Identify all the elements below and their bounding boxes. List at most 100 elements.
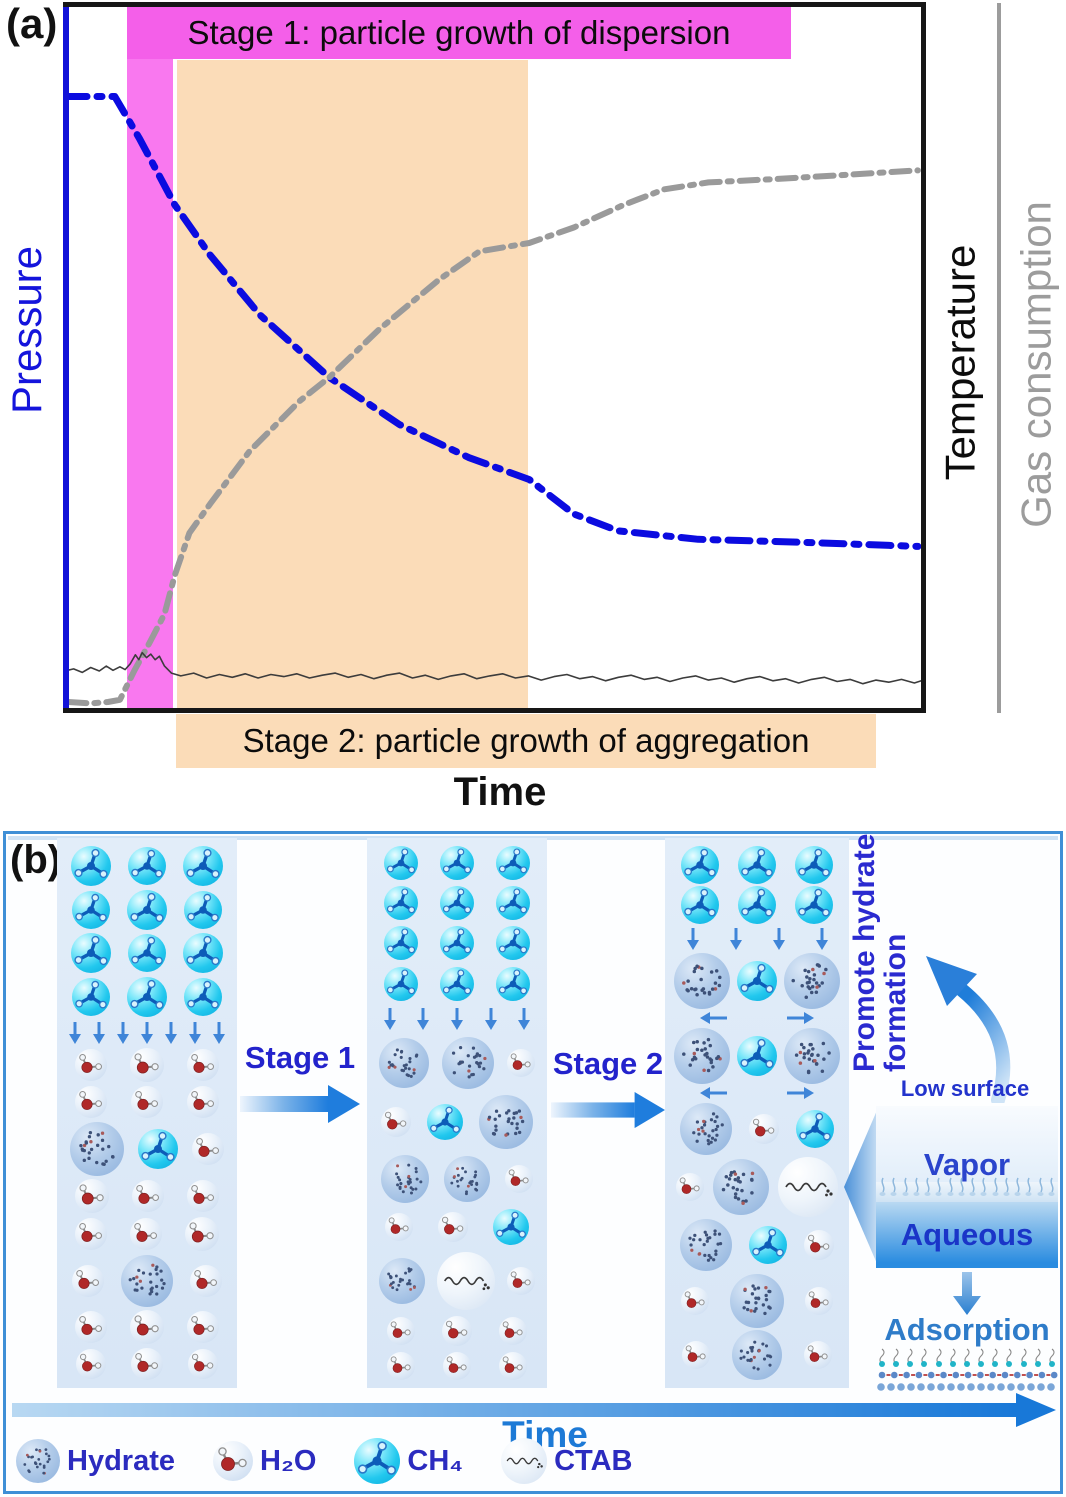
water-bubble (387, 1351, 415, 1380)
water-bubble (187, 1085, 219, 1118)
methane-bubble (496, 886, 530, 921)
molecule-row (671, 1011, 843, 1025)
stage1-arrow-label: Stage 1 (244, 1040, 356, 1075)
water-bubble (381, 1107, 411, 1138)
molecule-column-stage2 (665, 838, 849, 1388)
molecule-row (373, 846, 541, 880)
methane-bubble (71, 890, 110, 929)
surfactant-icon (878, 1177, 887, 1202)
surfactant-icon (1003, 1348, 1015, 1368)
left-arrow-icon (844, 1108, 878, 1266)
methane-bubble (184, 977, 223, 1016)
surfactant-icon (1024, 1177, 1033, 1202)
methane-bubble (182, 846, 223, 886)
water-bubble (75, 1348, 106, 1379)
molecule-row (671, 1102, 843, 1155)
water-bubble (443, 1351, 471, 1380)
surfactant-icon (912, 1177, 921, 1202)
gas-axis-line (997, 3, 1001, 713)
methane-bubble (440, 846, 474, 880)
hydrate-bubble (783, 1027, 840, 1084)
ctab-bubble (437, 1251, 495, 1310)
surfactant-icon (876, 1348, 888, 1368)
molecule-row (63, 1347, 231, 1380)
hydrate-bubble (441, 1036, 494, 1089)
aqueous-label: Aqueous (900, 1217, 1034, 1252)
surfactant-icon (933, 1348, 945, 1368)
hydrate-bubble (729, 1273, 784, 1328)
molecule-row (671, 846, 843, 884)
molecule-row (671, 886, 843, 925)
legend: Hydrate H₂O CH₄ CTAB (16, 1438, 633, 1484)
molecule-row (63, 1121, 231, 1176)
hydrate-bubble (479, 1095, 533, 1150)
surfactant-icon (979, 1177, 988, 1202)
surfactant-icon (961, 1348, 973, 1368)
molecule-row (671, 1219, 843, 1272)
surfactant-icon (1046, 1348, 1058, 1368)
legend-item: H₂O (213, 1441, 316, 1481)
hydrate-bubble (674, 953, 731, 1010)
vapor-label: Vapor (923, 1147, 1011, 1182)
water-bubble (804, 1286, 833, 1315)
substrate-row (877, 1383, 1055, 1391)
molecule-row (671, 927, 843, 951)
surfactant-icon (890, 1348, 902, 1368)
stage1-transition: Stage 1 (236, 1040, 364, 1126)
adsorbed-surfactant-row (876, 1348, 1058, 1368)
down-arrow-icon (383, 1007, 397, 1031)
x-axis-label-time: Time (453, 770, 547, 814)
vapor-aqueous-box: Vapor Aqueous (876, 1106, 1058, 1268)
methane-bubble (496, 846, 530, 880)
methane-bubble (680, 846, 719, 884)
molecule-row (671, 1086, 843, 1100)
methane-bubble (384, 966, 418, 1001)
hydrate-bubble (679, 1219, 732, 1272)
molecule-row (671, 953, 843, 1010)
methane-bubble (184, 890, 223, 929)
water-bubble (505, 1165, 534, 1194)
pressure-axis-line (63, 4, 69, 712)
molecule-row (373, 1155, 541, 1204)
particle-layer-row (878, 1371, 1058, 1379)
stage2-title-bar: Stage 2: particle growth of aggregation (176, 714, 876, 768)
hydrate-bubble (712, 1158, 769, 1215)
water-bubble (437, 1212, 468, 1243)
molecule-row (373, 1095, 541, 1150)
molecule-row (63, 1179, 231, 1214)
methane-bubble (126, 976, 167, 1017)
molecule-row (63, 889, 231, 930)
stage1-title-bar: Stage 1: particle growth of dispersion (127, 7, 791, 59)
molecule-row (63, 1021, 231, 1045)
methane-bubble (427, 1104, 463, 1141)
methane-bubble (384, 886, 418, 921)
surfactant-icon (889, 1177, 898, 1202)
time-arrow-icon (12, 1393, 1056, 1427)
molecule-row (63, 1216, 231, 1251)
molecule-row (63, 846, 231, 886)
molecule-row (373, 886, 541, 921)
plot-border-right (921, 2, 926, 713)
water-bubble (187, 1311, 220, 1344)
down-arrow-icon (92, 1021, 106, 1045)
surfactant-icon (957, 1177, 966, 1202)
water-bubble (131, 1085, 163, 1118)
promote-curved-arrow-icon (926, 956, 1011, 1103)
molecule-row (671, 1156, 843, 1217)
methane-bubble (384, 846, 418, 880)
molecule-row (63, 1254, 231, 1307)
water-bubble (75, 1085, 107, 1118)
methane-bubble (440, 926, 474, 961)
hydrate-bubble (674, 1027, 731, 1084)
down-arrow-icon (164, 1021, 178, 1045)
surfactant-icon (923, 1177, 932, 1202)
legend-label: CH₄ (407, 1444, 464, 1477)
methane-bubble (71, 977, 110, 1016)
legend-item: CH₄ (354, 1438, 463, 1484)
stage2-title: Stage 2: particle growth of aggregation (242, 722, 810, 759)
water-bubble (129, 1217, 162, 1250)
down-arrow-icon (140, 1021, 154, 1045)
surfactant-interface (876, 1177, 1058, 1202)
surfactant-icon (1036, 1177, 1045, 1202)
legend-item: CTAB (501, 1438, 633, 1484)
